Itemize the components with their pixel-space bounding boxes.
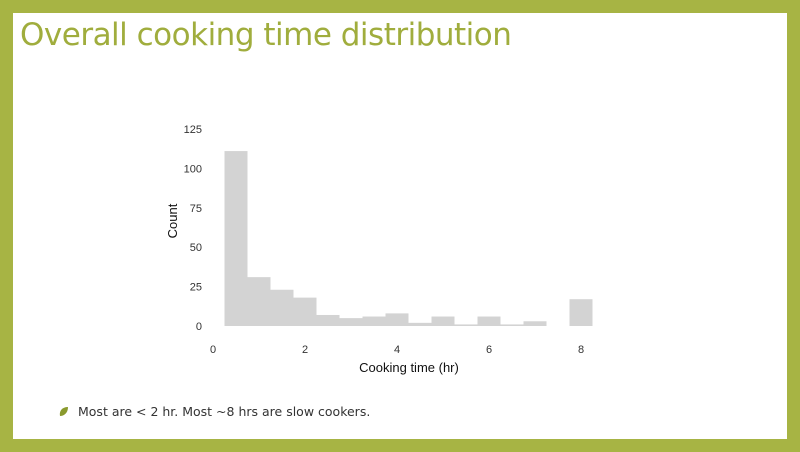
x-tick-label: 8: [578, 344, 584, 356]
histogram-bar: [385, 313, 409, 326]
y-tick-label: 75: [190, 203, 202, 215]
histogram-bar: [569, 299, 593, 326]
y-tick-label: 25: [190, 282, 202, 294]
y-tick-label: 125: [184, 124, 202, 136]
x-tick-label: 6: [486, 344, 492, 356]
histogram-bar: [477, 316, 501, 326]
x-axis-title: Cooking time (hr): [359, 360, 459, 375]
histogram-bar: [247, 277, 271, 326]
y-axis-ticks: 0 25 50 75 100 125: [184, 124, 202, 333]
histogram-bar: [431, 316, 455, 326]
y-tick-label: 50: [190, 242, 202, 254]
histogram-bar: [500, 324, 524, 326]
slide-title: Overall cooking time distribution: [20, 17, 512, 53]
y-tick-label: 100: [184, 163, 202, 175]
histogram-bar: [454, 324, 478, 326]
x-axis-ticks: 0 2 4 6 8: [210, 344, 584, 356]
leaf-bullet-icon: [59, 407, 68, 416]
y-tick-label: 0: [196, 321, 202, 333]
histogram-bar: [316, 314, 340, 326]
histogram-bar: [408, 322, 432, 326]
x-tick-label: 0: [210, 344, 216, 356]
bullet-text: Most are < 2 hr. Most ~8 hrs are slow co…: [78, 404, 371, 419]
histogram-bars: [224, 151, 593, 326]
x-tick-label: 2: [302, 344, 308, 356]
histogram-bar: [523, 321, 547, 326]
histogram-bar: [270, 289, 294, 326]
histogram-bar: [339, 318, 363, 326]
histogram-chart: 0 25 50 75 100 125 0 2 4 6 8 Cooking time (hr) Co…: [165, 124, 593, 375]
histogram-bar: [293, 297, 317, 326]
histogram-bar: [362, 316, 386, 326]
y-axis-title: Count: [165, 203, 180, 238]
x-tick-label: 4: [394, 344, 400, 356]
histogram-bar: [224, 151, 248, 326]
bullet-point: Most are < 2 hr. Most ~8 hrs are slow co…: [58, 404, 370, 419]
